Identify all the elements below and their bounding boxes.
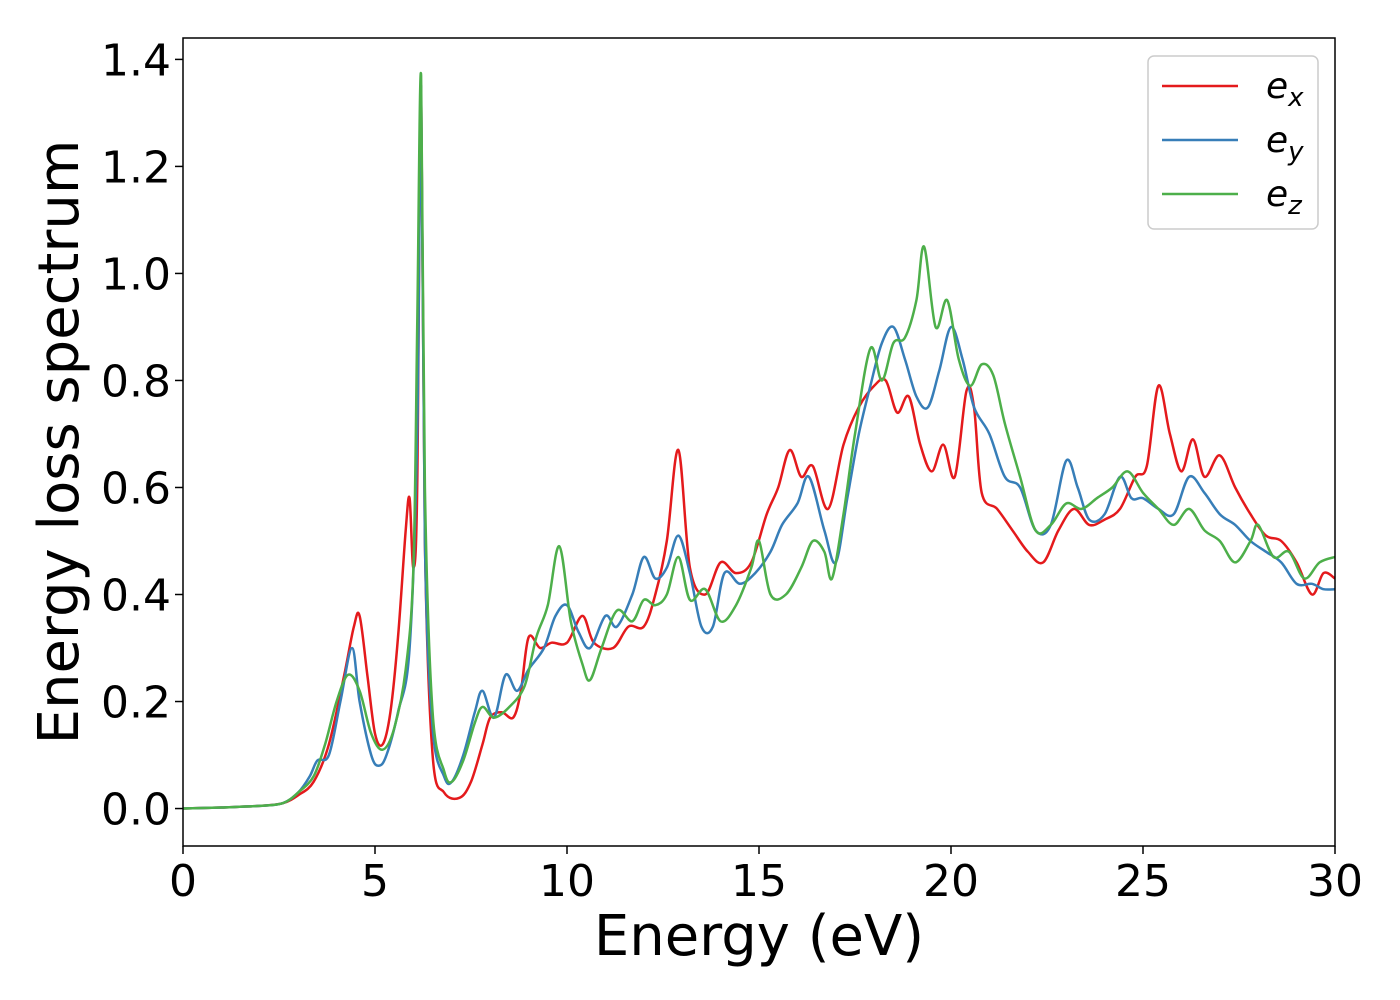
legend-label-x: ex bbox=[1266, 66, 1304, 113]
legend-label-y: ey bbox=[1266, 120, 1304, 167]
legend-label-subscript: y bbox=[1287, 137, 1304, 167]
x-tick-label: 25 bbox=[1115, 856, 1171, 907]
y-axis-label: Energy loss spectrum bbox=[27, 140, 92, 745]
legend-box bbox=[1147, 55, 1319, 230]
series-layer bbox=[183, 71, 1335, 810]
series-line-z bbox=[183, 71, 1335, 810]
y-tick-label: 1.2 bbox=[101, 142, 171, 193]
legend-label-base: e bbox=[1266, 66, 1288, 107]
x-tick-label: 30 bbox=[1307, 856, 1363, 907]
x-axis-label: Energy (eV) bbox=[594, 904, 924, 969]
y-tick-label: 0.2 bbox=[101, 678, 171, 729]
y-tick-label: 1.0 bbox=[101, 249, 171, 300]
legend-label-base: e bbox=[1266, 174, 1288, 215]
legend-label-subscript: x bbox=[1287, 83, 1304, 113]
y-tick-label: 0.0 bbox=[101, 785, 171, 836]
legend-label-z: ez bbox=[1266, 174, 1303, 221]
x-tick-label: 5 bbox=[361, 856, 389, 907]
y-axis-ticks: 0.0 0.2 0.4 0.6 0.8 1.0 1.2 1.4 bbox=[101, 35, 183, 836]
series-line-x bbox=[183, 84, 1335, 810]
y-tick-label: 0.4 bbox=[101, 571, 171, 622]
x-tick-label: 0 bbox=[169, 856, 197, 907]
x-tick-label: 15 bbox=[731, 856, 787, 907]
x-tick-label: 20 bbox=[923, 856, 979, 907]
y-tick-label: 0.6 bbox=[101, 463, 171, 514]
y-tick-label: 0.8 bbox=[101, 356, 171, 407]
x-axis-ticks: 0 5 10 15 20 25 30 bbox=[169, 846, 1363, 907]
x-tick-label: 10 bbox=[539, 856, 595, 907]
legend-label-base: e bbox=[1266, 120, 1288, 161]
y-tick-label: 1.4 bbox=[101, 35, 171, 86]
legend-label-subscript: z bbox=[1287, 191, 1303, 221]
